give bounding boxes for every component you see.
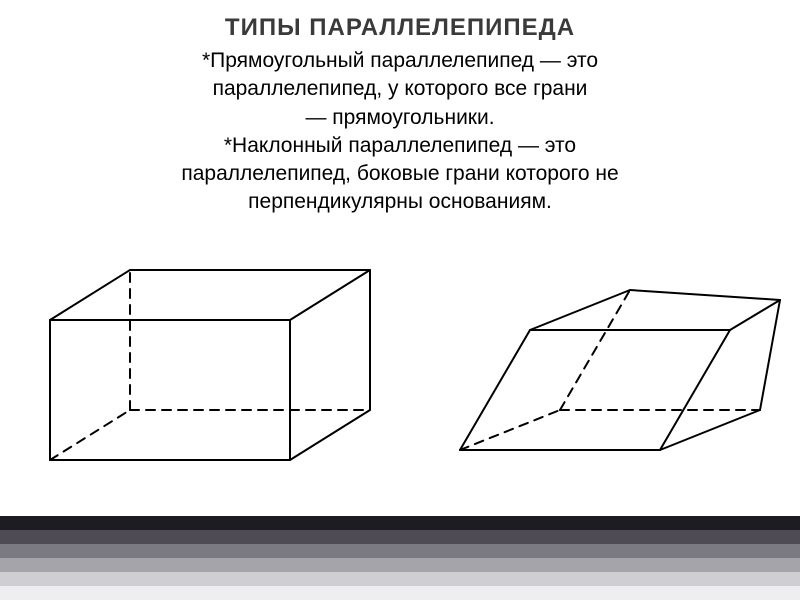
slide-body: *Прямоугольный параллелепипед — это пара… (0, 42, 800, 216)
oblique-figure (430, 280, 790, 480)
stripe-5 (0, 586, 800, 600)
stripe-4 (0, 572, 800, 586)
stripe-1 (0, 530, 800, 544)
para1-line1: *Прямоугольный параллелепипед — это (40, 48, 760, 74)
stripe-3 (0, 558, 800, 572)
para2-line3: перпендикулярны основаниям. (40, 189, 760, 215)
stripe-2 (0, 544, 800, 558)
figures-area (0, 260, 800, 500)
slide-title: ТИПЫ ПАРАЛЛЕЛЕПИПЕДА (0, 0, 800, 42)
para1-line3: — прямоугольники. (40, 105, 760, 131)
footer-stripes (0, 516, 800, 600)
para1-line2: параллелепипед, у которого все грани (40, 76, 760, 102)
para2-line1: *Наклонный параллелепипед — это (40, 133, 760, 159)
para2-line2: параллелепипед, боковые грани которого н… (40, 161, 760, 187)
slide: ТИПЫ ПАРАЛЛЕЛЕПИПЕДА *Прямоугольный пара… (0, 0, 800, 600)
stripe-0 (0, 516, 800, 530)
cuboid-figure (30, 260, 390, 480)
